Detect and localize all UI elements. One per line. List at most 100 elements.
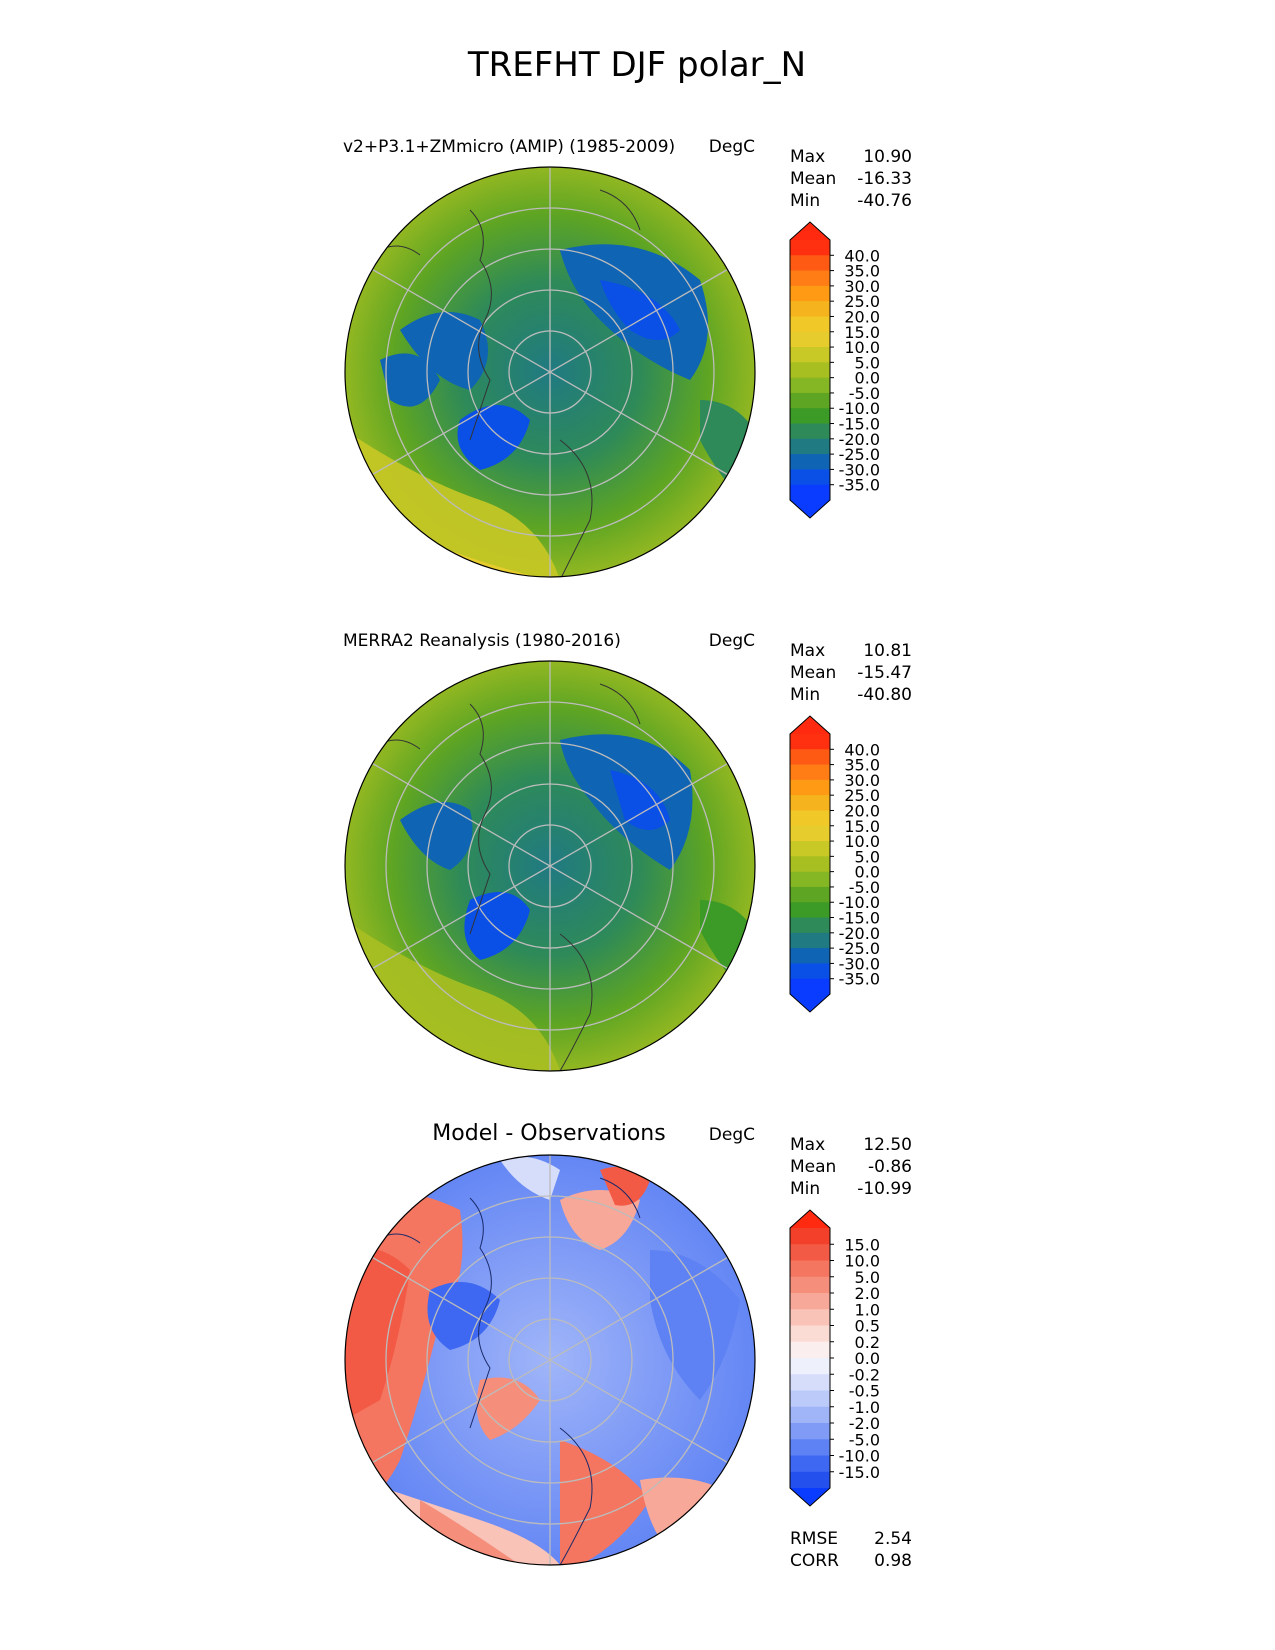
colorbar-tick-label: 10.0 [844,338,880,357]
colorbar-tick-label: -25.0 [839,445,880,464]
colorbar-tick-label: 5.0 [855,847,880,866]
colorbar-tick-label: -20.0 [839,924,880,943]
stat-value: 10.90 [863,147,912,167]
panel-ref-map-border [344,660,756,1072]
panel-ref: MERRA2 Reanalysis (1980-2016) DegC [343,631,912,1072]
colorbar-band [790,1228,830,1245]
colorbar-band [790,1390,830,1408]
colorbar-tick-label: -5.0 [849,1430,880,1449]
colorbar-band [790,1276,830,1294]
panel-test-title: v2+P3.1+ZMmicro (AMIP) (1985-2009) [343,137,675,157]
colorbar-band [790,331,830,348]
panel-ref-stats: Max 10.81 Mean -15.47 Min -40.80 [790,641,912,705]
colorbar-tick-label: -35.0 [839,476,880,495]
colorbar-band [790,285,830,302]
colorbar-band [790,886,830,903]
colorbar-tick-label: -20.0 [839,430,880,449]
colorbar-tick-label: 0.0 [855,1349,880,1368]
panel-test: v2+P3.1+ZMmicro (AMIP) (1985-2009) DegC [343,137,912,578]
colorbar-tick-label: -30.0 [839,954,880,973]
panel-diff: Model - Observations DegC [344,1121,912,1571]
colorbar-band [790,1309,830,1326]
colorbar-band [790,1358,830,1375]
colorbar-tick-label: -5.0 [849,878,880,897]
colorbar-band [790,469,830,486]
panel-ref-colorbar: 40.035.030.025.020.015.010.05.00.0-5.0-1… [789,715,880,1013]
colorbar-band [790,779,830,796]
colorbar-tick-label: 30.0 [844,277,880,296]
stat-label: Min [790,191,820,211]
stat-label: Max [790,147,825,167]
colorbar-tick-label: -10.0 [839,1447,880,1466]
colorbar-band [790,1260,830,1278]
colorbar-band [790,795,830,811]
panel-diff-units: DegC [709,1125,755,1145]
panel-ref-title: MERRA2 Reanalysis (1980-2016) [343,631,621,651]
colorbar-tick-label: 0.2 [855,1333,880,1352]
panel-diff-stats: Max 12.50 Mean -0.86 Min -10.99 [790,1135,912,1199]
colorbar-band [790,270,830,287]
colorbar-band [790,810,830,827]
colorbar-tick-label: 1.0 [855,1300,880,1319]
colorbar-tick-label: 20.0 [844,801,880,820]
panel-test-colorbar: 40.035.030.025.020.015.010.05.00.0-5.0-1… [789,221,880,519]
colorbar-tick-label: 20.0 [844,307,880,326]
panel-diff-colorbar: 15.010.05.02.01.00.50.20.0-0.2-0.5-1.0-2… [789,1209,880,1507]
colorbar-band [790,734,830,750]
stat-label: Min [790,1179,820,1199]
colorbar-outline [789,715,831,1013]
stat-value: -40.76 [857,191,912,211]
colorbar-tick-label: 35.0 [844,262,880,281]
colorbar-tick-label: 10.0 [844,1252,880,1271]
colorbar-band [790,438,830,455]
colorbar-tick-label: 2.0 [855,1284,880,1303]
colorbar-band [790,1244,830,1261]
colorbar-band [790,932,830,949]
colorbar-tick-label: -0.2 [849,1365,880,1384]
colorbar-over-extend [790,222,830,240]
stat-value: -15.47 [857,663,912,683]
stat-label: RMSE [790,1529,838,1549]
colorbar-tick-label: 15.0 [844,1235,880,1254]
colorbar-tick-label: -30.0 [839,460,880,479]
stat-label: CORR [790,1551,839,1571]
colorbar-band [790,825,830,842]
colorbar-tick-label: 35.0 [844,756,880,775]
stat-value: -0.86 [868,1157,912,1177]
colorbar-band [790,902,830,919]
colorbar-tick-label: -2.0 [849,1414,880,1433]
colorbar-band [790,255,830,272]
colorbar-band [790,240,830,256]
stat-label: Mean [790,663,836,683]
stat-label: Max [790,641,825,661]
colorbar-tick-label: 5.0 [855,1268,880,1287]
colorbar-band [790,1423,830,1440]
panel-ref-units: DegC [709,631,755,651]
colorbar-band [790,871,830,888]
colorbar-band [790,963,830,980]
colorbar-tick-label: 0.0 [855,369,880,388]
colorbar-band [790,301,830,317]
colorbar-tick-label: -1.0 [849,1398,880,1417]
stat-value: 0.98 [874,1551,912,1571]
colorbar-tick-label: 10.0 [844,832,880,851]
colorbar-band [790,484,830,501]
colorbar-band [790,764,830,781]
panel-test-map-border [344,166,756,578]
colorbar-tick-label: 15.0 [844,817,880,836]
stat-value: -16.33 [857,169,912,189]
colorbar-under-extend [790,500,830,518]
colorbar-band [790,423,830,440]
colorbar-over-extend [790,716,830,734]
colorbar-band [790,917,830,934]
colorbar-tick-label: -10.0 [839,893,880,912]
colorbar-band [790,1293,830,1310]
colorbar-tick-label: 30.0 [844,771,880,790]
colorbar-band [790,392,830,409]
panel-diff-map-border [344,1154,756,1566]
stat-label: Min [790,685,820,705]
panel-diff-title: Model - Observations [432,1121,665,1146]
colorbar-tick-label: 15.0 [844,323,880,342]
colorbar-under-extend [790,1488,830,1506]
